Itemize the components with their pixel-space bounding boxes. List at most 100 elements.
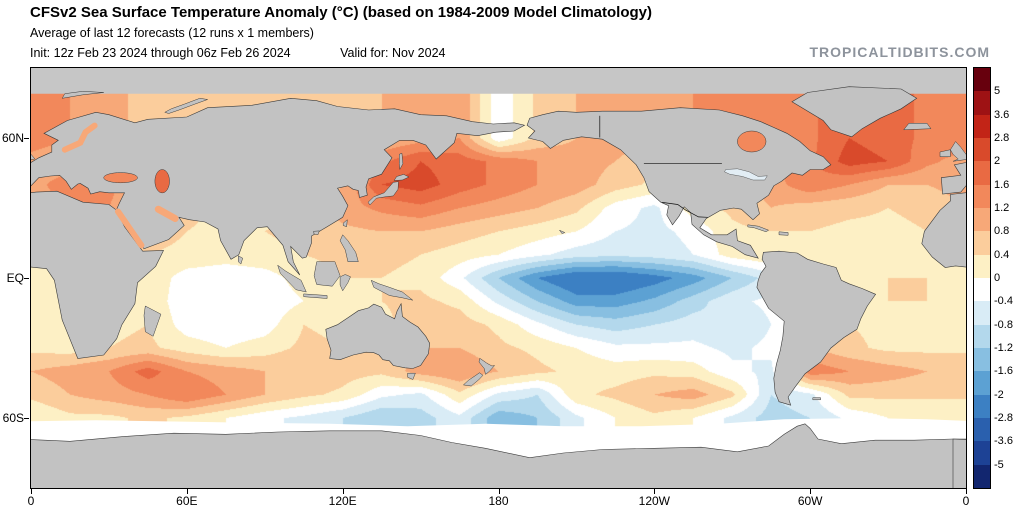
watermark: TROPICALTIDBITS.COM — [809, 44, 990, 60]
lon-label-60e: 60E — [176, 494, 198, 508]
lon-label-120e: 120E — [328, 494, 357, 508]
axis-tick — [24, 418, 29, 419]
axis-tick — [966, 489, 967, 494]
great-lakes — [724, 168, 768, 181]
axis-tick — [187, 489, 188, 494]
colorbar-tick-label: 1.2 — [994, 202, 1010, 214]
lat-label-60n: 60N — [1, 131, 24, 145]
lon-label-180: 180 — [488, 494, 509, 508]
lon-label-0: 0 — [27, 494, 35, 508]
colorbar-tick-label: 5 — [994, 85, 1001, 98]
arctic-cap — [31, 68, 966, 94]
landmask-overlay — [31, 68, 966, 488]
island-landmass — [277, 264, 307, 293]
africa-landmass — [31, 190, 164, 359]
red-sea — [115, 208, 145, 249]
persian-gulf — [154, 205, 179, 222]
axis-tick — [343, 489, 344, 494]
colorbar-segment — [974, 114, 990, 138]
africa-landmass — [921, 192, 966, 268]
island-landmass — [339, 274, 351, 292]
colorbar-segment — [974, 277, 990, 302]
colorbar-tick-label: -0.4 — [994, 295, 1013, 308]
island-landmass — [407, 372, 416, 380]
hudson-bay — [737, 130, 767, 153]
colorbar-segment — [974, 68, 990, 92]
island-landmass — [950, 141, 966, 162]
antarctica-landmass — [952, 438, 966, 488]
island-landmass — [31, 153, 36, 160]
island-landmass — [339, 234, 359, 262]
island-landmass — [393, 174, 410, 181]
island-landmass — [558, 229, 566, 235]
colorbar-tick-label: -2 — [994, 388, 1004, 401]
axis-tick — [31, 489, 32, 494]
axis-tick — [810, 489, 811, 494]
colorbar-tick-label: 2.8 — [994, 132, 1010, 144]
island-landmass — [164, 98, 208, 114]
colorbar-tick-label: 2 — [994, 155, 1001, 168]
colorbar-segment — [974, 347, 990, 372]
island-landmass — [747, 224, 770, 233]
colorbar-segment — [974, 161, 990, 185]
antarctica-landmass — [31, 423, 966, 488]
island-landmass — [303, 293, 328, 299]
colorbar-segment — [974, 254, 990, 278]
lon-label-0-right: 0 — [962, 494, 970, 508]
lat-label-60s: 60S — [2, 411, 24, 425]
island-landmass — [399, 152, 404, 171]
island-landmass — [462, 372, 484, 387]
island-landmass — [939, 149, 951, 157]
colorbar-labels: 5 3.6 2.8 2 1.6 1.2 0.8 0.4 0 -0.4 -0.8 -1.2 -1.6 -2 -… — [994, 67, 1024, 489]
island-landmass — [313, 261, 341, 287]
init-row: Init: 12z Feb 23 2024 through 06z Feb 26… — [30, 46, 445, 60]
colorbar-segment — [974, 371, 990, 395]
eurasia-landmass — [940, 162, 966, 195]
colorbar-segment — [974, 301, 990, 325]
colorbar-segment — [974, 464, 990, 488]
island-landmass — [342, 219, 348, 228]
colorbar-tick-label: 0.8 — [994, 225, 1010, 238]
colorbar-tick-label: -1.6 — [994, 365, 1013, 378]
colorbar-tick-label: 1.6 — [994, 178, 1010, 191]
colorbar-segment — [974, 417, 990, 442]
axis-tick — [24, 278, 29, 279]
north-america-landmass — [526, 107, 832, 259]
colorbar-tick-label: -1.2 — [994, 342, 1013, 354]
colorbar — [973, 67, 991, 489]
island-landmass — [313, 230, 320, 235]
colorbar-segment — [974, 231, 990, 255]
colorbar-tick-label: -5 — [994, 458, 1004, 471]
lon-label-60w: 60W — [797, 494, 823, 508]
colorbar-tick-label: -0.8 — [994, 318, 1013, 331]
island-landmass — [778, 231, 789, 236]
country-border — [662, 202, 708, 218]
island-landmass — [61, 91, 104, 99]
greenland-landmass — [791, 86, 918, 138]
axis-tick — [24, 138, 29, 139]
eurasia-landmass — [31, 97, 526, 276]
caspian-sea — [154, 169, 170, 194]
axis-tick — [499, 489, 500, 494]
colorbar-segment — [974, 207, 990, 232]
south-america-landmass — [756, 250, 877, 406]
colorbar-tick-label: -2.8 — [994, 412, 1013, 424]
colorbar-tick-label: 0 — [994, 272, 1001, 284]
latitude-axis: 60N EQ 60S — [0, 68, 26, 488]
island-landmass — [903, 123, 932, 131]
island-landmass — [367, 181, 399, 206]
colorbar-segment — [974, 137, 990, 162]
lon-label-120w: 120W — [638, 494, 671, 508]
colorbar-segment — [974, 184, 990, 208]
longitude-axis: 0 60E 120E 180 120W 60W 0 — [27, 494, 970, 510]
colorbar-tick-label: 3.6 — [994, 108, 1010, 121]
page-title: CFSv2 Sea Surface Temperature Anomaly (°… — [30, 4, 653, 21]
colorbar-tick-label: -3.6 — [994, 435, 1013, 448]
axis-tick — [654, 489, 655, 494]
init-text: Init: 12z Feb 23 2024 through 06z Feb 26… — [30, 46, 291, 60]
map-plot-area — [30, 67, 967, 489]
subtitle: Average of last 12 forecasts (12 runs x … — [30, 26, 314, 40]
lat-label-eq: EQ — [6, 271, 24, 285]
baltic-sea — [61, 122, 98, 153]
